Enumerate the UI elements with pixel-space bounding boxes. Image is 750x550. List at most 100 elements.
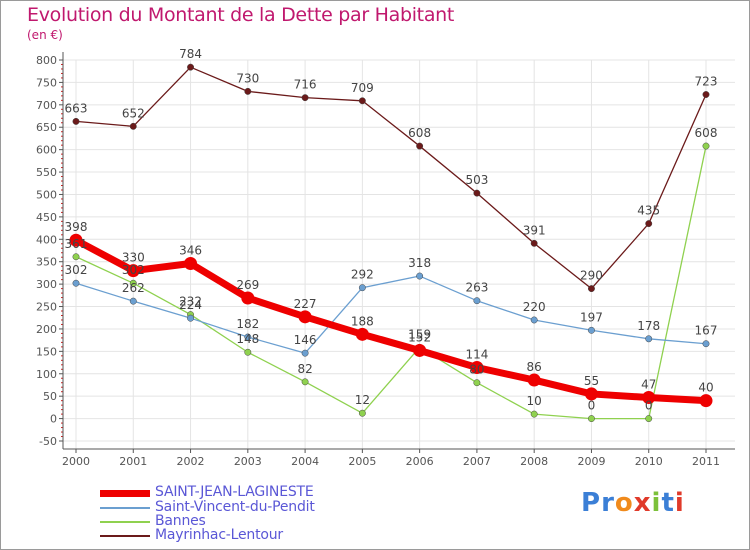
y-tick-label: 550 [36, 166, 57, 179]
data-label-bannes: 608 [695, 126, 718, 140]
data-point-bannes [645, 415, 653, 423]
data-point-svp [244, 333, 252, 341]
data-label-mayr: 435 [637, 204, 660, 218]
data-point-svp [187, 314, 194, 322]
y-tick-label: 800 [36, 54, 57, 67]
data-label-mayr: 503 [465, 173, 488, 187]
data-point-main [69, 233, 83, 247]
data-point-svp [301, 349, 309, 357]
data-point-main [699, 394, 713, 408]
logo-letter: o [614, 488, 634, 518]
y-tick-label: 450 [36, 211, 57, 224]
series-line-svp [75, 275, 707, 354]
legend-label: SAINT-JEAN-LAGINESTE [155, 484, 314, 500]
legend-label: Bannes [155, 513, 206, 529]
logo-letter: r [601, 488, 615, 518]
data-point-main [298, 310, 312, 324]
data-label-mayr: 663 [65, 101, 88, 115]
data-point-mayr [358, 97, 366, 105]
series-line-mayr [75, 66, 707, 290]
data-label-bannes: 12 [355, 393, 370, 407]
data-point-bannes [473, 379, 481, 387]
grid-lines [63, 59, 735, 449]
chart-unit: (en €) [27, 28, 63, 42]
data-label-svp: 220 [523, 300, 546, 314]
data-label-mayr: 784 [179, 47, 202, 61]
data-label-main: 188 [351, 314, 374, 328]
legend-swatch [100, 521, 150, 523]
y-tick-label: 700 [36, 99, 57, 112]
data-point-bannes [244, 348, 252, 356]
data-point-svp [530, 316, 538, 324]
x-tick-label: 2005 [348, 455, 376, 468]
y-tick-label: -50 [39, 435, 57, 448]
data-label-svp: 318 [408, 256, 431, 270]
logo-letter: i [674, 488, 685, 518]
chart-title: Evolution du Montant de la Dette par Hab… [27, 4, 455, 26]
axes [59, 52, 735, 453]
data-point-main [355, 327, 369, 341]
data-point-svp [358, 284, 366, 292]
data-point-mayr [72, 117, 80, 125]
x-tick-labels: 2000 2001 2002 2003 2004 2005 2006 2007 2008 2009… [62, 455, 720, 468]
x-tick-label: 2003 [234, 455, 262, 468]
data-label-svp: 302 [65, 263, 88, 277]
data-point-main [241, 291, 255, 305]
x-tick-label: 2011 [692, 455, 720, 468]
data-label-bannes: 10 [527, 394, 542, 408]
data-point-svp [645, 335, 653, 343]
series-line-bannes [75, 145, 707, 420]
data-label-bannes: 159 [408, 327, 431, 341]
data-point-main [126, 264, 140, 278]
y-tick-label: 200 [36, 323, 57, 336]
data-point-svp [702, 340, 710, 348]
data-point-main [470, 360, 484, 374]
data-point-mayr [129, 122, 137, 130]
series-lines [72, 66, 710, 420]
data-point-mayr [244, 87, 252, 95]
data-label-svp: 167 [695, 324, 718, 338]
data-label-bannes: 302 [122, 263, 145, 277]
y-tick-label: 400 [36, 233, 57, 246]
data-label-main: 114 [465, 347, 488, 361]
data-point-bannes [301, 378, 309, 386]
data-label-main: 330 [122, 251, 145, 265]
y-tick-labels: -50 0 50 100 150 200 250 300 350 400 450 500 550 600 6… [36, 54, 57, 448]
data-point-bannes [358, 409, 366, 417]
data-point-main [584, 387, 598, 401]
data-point-mayr [416, 142, 424, 150]
data-point-bannes [702, 142, 710, 150]
data-label-main: 152 [408, 330, 431, 344]
data-label-mayr: 290 [580, 269, 603, 283]
data-point-bannes [129, 279, 137, 287]
legend-swatch [100, 507, 150, 509]
data-point-svp [588, 326, 595, 334]
x-tick-label: 2002 [177, 455, 205, 468]
data-point-svp [416, 272, 424, 280]
legend-swatch [100, 535, 150, 537]
data-label-bannes: 0 [645, 399, 653, 413]
data-label-mayr: 730 [236, 71, 259, 85]
data-point-mayr [301, 94, 309, 102]
data-label-main: 398 [65, 220, 88, 234]
data-label-bannes: 82 [297, 362, 312, 376]
x-tick-label: 2006 [406, 455, 434, 468]
y-tick-label: 350 [36, 256, 57, 269]
data-point-mayr [645, 220, 653, 228]
data-label-mayr: 723 [695, 75, 718, 89]
data-point-mayr [530, 239, 538, 247]
x-tick-label: 2000 [62, 455, 90, 468]
data-point-bannes [72, 253, 80, 261]
y-tick-label: 0 [50, 413, 57, 426]
data-label-svp: 146 [294, 333, 317, 347]
data-label-svp: 197 [580, 310, 603, 324]
data-label-main: 346 [179, 243, 202, 257]
data-label-mayr: 391 [523, 223, 546, 237]
data-label-main: 86 [527, 360, 542, 374]
data-label-svp: 178 [637, 319, 660, 333]
data-label-bannes: 0 [588, 399, 596, 413]
y-tick-label: 600 [36, 144, 57, 157]
data-label-svp: 182 [236, 317, 259, 331]
series-line-main [72, 236, 710, 405]
data-label-main: 269 [236, 278, 259, 292]
